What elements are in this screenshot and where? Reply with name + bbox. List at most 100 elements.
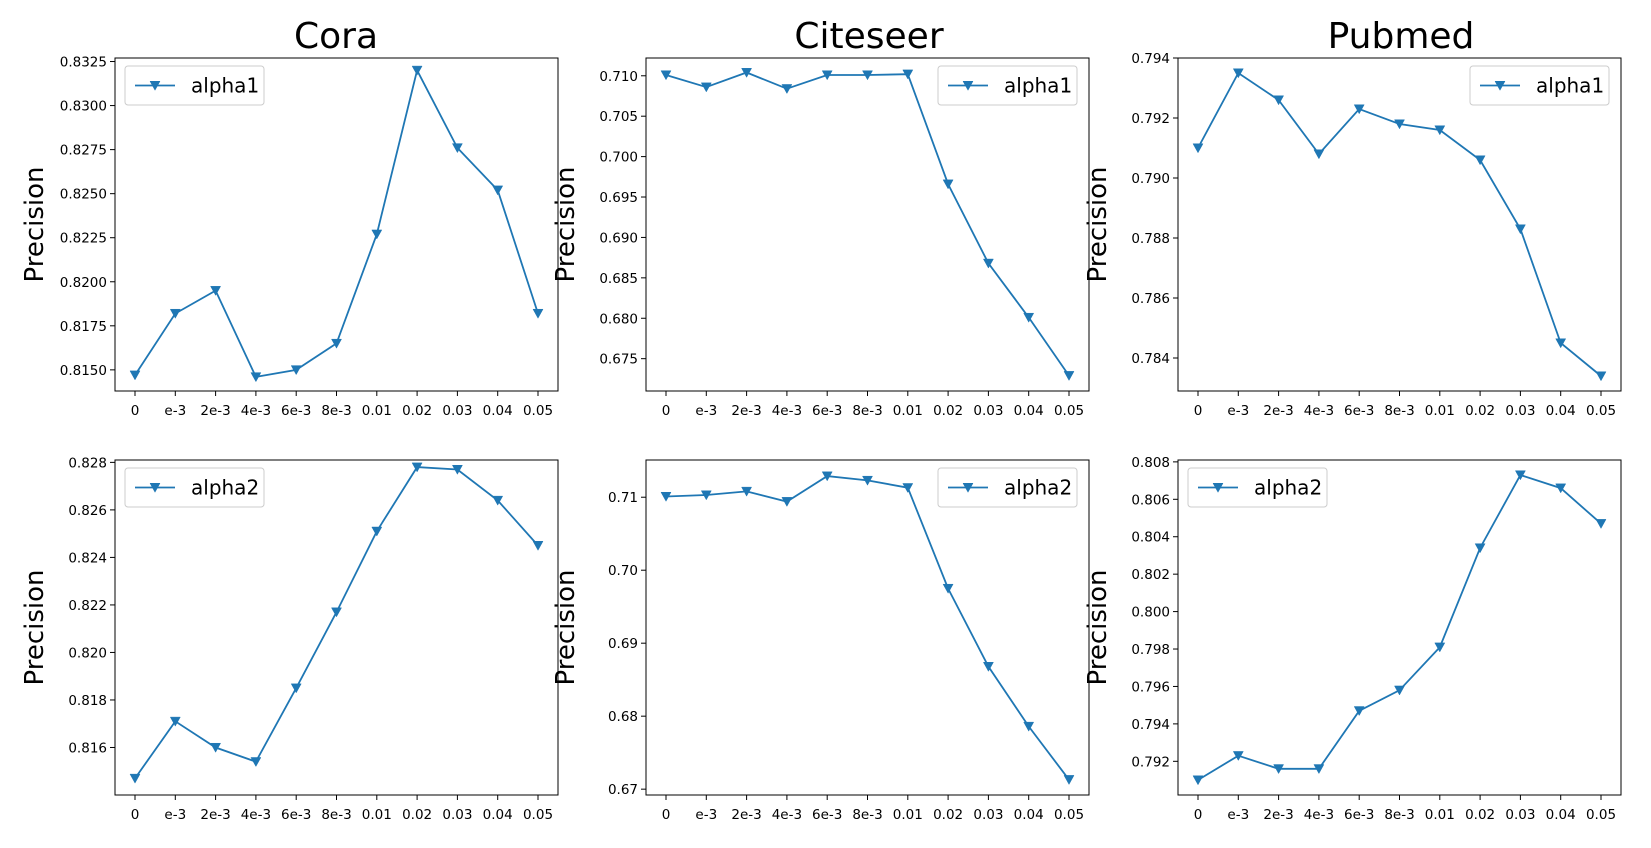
y-tick-label: 0.685 [599,271,638,287]
legend-box [937,467,1078,508]
y-tick-label: 0.8275 [60,143,107,159]
x-tick-label: 0 [662,403,671,419]
y-axis-label: Precision [20,166,50,282]
y-tick-label: 0.796 [1131,679,1170,695]
x-tick-label: 2e-3 [200,807,230,823]
x-tick-label: 8e-3 [1384,403,1414,419]
data-point [129,773,141,784]
data-point [700,490,712,501]
y-tick-label: 0.806 [1131,492,1170,508]
x-tick-label: e-3 [1227,807,1249,823]
data-point [210,286,222,296]
data-point [492,495,504,506]
data-point [741,68,753,78]
x-tick-label: 8e-3 [321,403,351,419]
y-tick-label: 0.784 [1131,351,1170,367]
subplot-5: 0.67 0.68 0.69 0.70 0.71 0 e-3 2e-3 4e-3 6e-3 8e-3… [551,459,1090,823]
data-point [1273,95,1285,106]
y-tick-label: 0.710 [599,69,638,85]
y-tick-label: 0.8200 [60,275,107,291]
subplot-2: 0.675 0.680 0.685 0.690 0.695 0.700 0.705 0.710… [551,57,1090,419]
subplot-6: 0.792 0.794 0.796 0.798 0.800 0.802 0.804 0.806… [1083,455,1622,823]
legend-label: alpha2 [191,476,259,500]
subplot-grid: 0.81500.81750.82000.82250.82500.82750.83… [20,51,1622,823]
legend-box [124,65,265,106]
y-axis-label: Precision [1083,569,1113,685]
data-point [492,185,504,196]
data-point [942,583,954,594]
x-tick-label: 8e-3 [852,403,882,419]
x-tick-label: 0.02 [1465,403,1495,419]
data-point [1474,543,1486,554]
x-tick-label: 6e-3 [812,807,842,823]
y-tick-label: 0.792 [1131,754,1170,770]
column-title-pubmed: Pubmed [1328,16,1475,57]
data-point [411,462,423,473]
x-tick-label: 2e-3 [200,403,230,419]
x-tick-label: 6e-3 [1344,807,1374,823]
y-tick-label: 0.8175 [60,319,107,335]
y-tick-label: 0.828 [68,455,107,471]
subplot-4: 0.816 0.818 0.820 0.822 0.824 0.826 0.828 0 e-3 2… [20,455,559,823]
x-tick-label: 0.01 [893,403,923,419]
y-tick-label: 0.824 [68,550,107,566]
x-tick-label: 0 [1194,403,1203,419]
legend-marker [1212,483,1224,493]
data-point [169,716,181,727]
data-point [1273,764,1285,775]
data-point [821,70,833,81]
x-tick-label: 0.03 [973,807,1003,823]
data-point [290,683,302,694]
x-tick-label: 0 [662,807,671,823]
data-point [982,258,994,269]
x-tick-label: e-3 [695,403,717,419]
x-tick-label: 0.03 [442,403,472,419]
x-tick-label: 0.02 [1465,807,1495,823]
legend-marker [149,483,161,493]
data-point [1192,143,1204,154]
y-tick-label: 0.800 [1131,605,1170,621]
x-tick-label: 0.02 [402,807,432,823]
x-tick-label: 6e-3 [281,807,311,823]
data-point [1595,519,1607,529]
x-tick-label: 0.01 [362,807,392,823]
data-point [451,143,463,154]
data-point [1313,764,1325,775]
y-tick-label: 0.700 [599,150,638,166]
data-point [1232,751,1244,761]
y-tick-label: 0.790 [1131,171,1170,187]
y-tick-label: 0.794 [1131,51,1170,67]
y-tick-label: 0.804 [1131,530,1170,546]
x-tick-label: e-3 [164,403,186,419]
x-tick-label: 4e-3 [1304,807,1334,823]
y-tick-label: 0.818 [68,693,107,709]
x-tick-label: 6e-3 [812,403,842,419]
y-tick-label: 0.822 [68,598,107,614]
x-tick-label: 0.02 [933,807,963,823]
legend-box [124,467,265,508]
legend-marker [149,81,161,91]
data-point [741,486,753,497]
x-tick-label: 4e-3 [241,807,271,823]
y-axis-label: Precision [1083,166,1113,282]
y-axis-label: Precision [551,166,581,282]
y-tick-label: 0.8300 [60,99,107,115]
x-tick-label: 0.04 [1546,403,1576,419]
legend-label: alpha2 [1254,476,1322,500]
data-point [660,491,672,502]
legend-label: alpha1 [1536,74,1604,98]
x-tick-label: 0.04 [1546,807,1576,823]
subplot-3: 0.784 0.786 0.788 0.790 0.792 0.794 0 e-3 2e-3 4e… [1083,51,1622,419]
data-point [250,372,262,383]
x-tick-label: 0.03 [1505,403,1535,419]
x-tick-label: 2e-3 [1263,807,1293,823]
legend-box [1187,467,1328,508]
x-tick-label: 4e-3 [1304,403,1334,419]
x-tick-label: 4e-3 [241,403,271,419]
data-point [411,65,423,76]
x-tick-label: 6e-3 [281,403,311,419]
x-tick-label: 8e-3 [852,807,882,823]
legend-box [1469,65,1610,106]
y-tick-label: 0.788 [1131,231,1170,247]
data-point [532,541,544,551]
